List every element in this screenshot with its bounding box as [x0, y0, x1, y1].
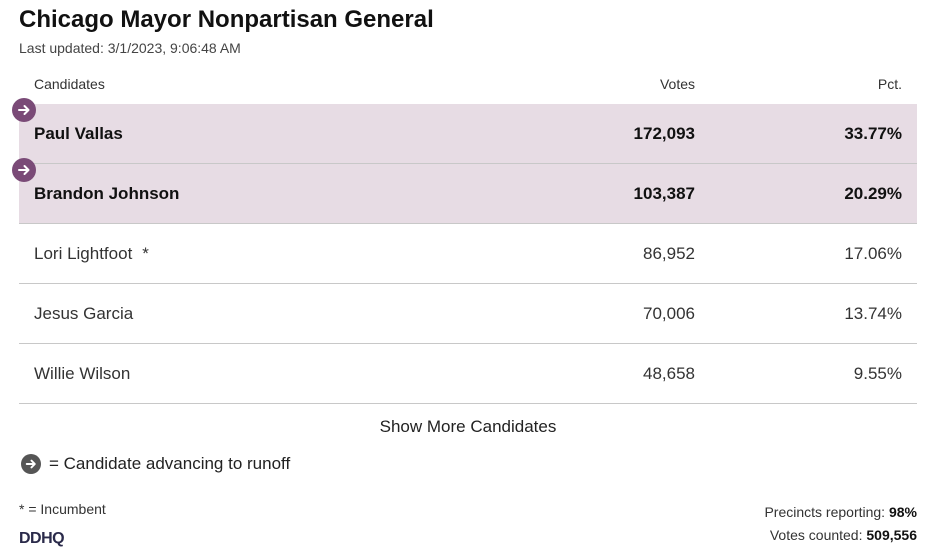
votes-counted: Votes counted: 509,556	[764, 524, 917, 547]
advancing-arrow-icon	[12, 98, 36, 122]
candidate-pct: 9.55%	[853, 364, 902, 383]
candidate-name: Paul Vallas	[34, 124, 123, 143]
precincts-value: 98%	[888, 504, 917, 520]
candidate-pct: 17.06%	[844, 244, 902, 263]
candidate-row: Paul Vallas 172,093 33.77%	[12, 98, 917, 164]
reporting-summary: Precincts reporting: 98% Votes counted: …	[764, 501, 917, 547]
header-candidates: Candidates	[34, 76, 105, 92]
candidate-name: Jesus Garcia	[34, 304, 134, 323]
precincts-label: Precincts reporting:	[764, 504, 886, 520]
candidate-votes: 172,093	[633, 124, 695, 143]
last-updated: Last updated: 3/1/2023, 9:06:48 AM	[19, 40, 241, 56]
candidate-row: Lori Lightfoot * 86,952 17.06%	[19, 224, 917, 284]
header-votes: Votes	[659, 76, 695, 92]
header-pct: Pct.	[877, 76, 902, 92]
votes-counted-value: 509,556	[866, 527, 917, 543]
candidate-name: Lori Lightfoot	[34, 244, 133, 263]
candidate-row: Jesus Garcia 70,006 13.74%	[19, 284, 917, 344]
advancing-arrow-icon	[12, 158, 36, 182]
legend-text: = Candidate advancing to runoff	[49, 454, 291, 473]
candidate-votes: 70,006	[643, 304, 695, 323]
ddhq-logo[interactable]: DDHQ	[19, 530, 65, 548]
candidate-votes: 48,658	[643, 364, 695, 383]
candidate-votes: 86,952	[643, 244, 695, 263]
table-header: Candidates Votes Pct.	[19, 66, 917, 104]
candidate-pct: 20.29%	[844, 184, 902, 203]
race-title: Chicago Mayor Nonpartisan General	[19, 6, 434, 33]
candidate-row: Brandon Johnson 103,387 20.29%	[12, 158, 917, 224]
candidate-name: Brandon Johnson	[34, 184, 180, 203]
candidate-name-wrap: Lori Lightfoot *	[34, 244, 149, 264]
candidate-pct: 33.77%	[844, 124, 902, 143]
arrow-right-circle-icon	[21, 454, 41, 474]
incumbent-note: * = Incumbent	[19, 501, 106, 517]
candidate-name: Willie Wilson	[34, 364, 131, 383]
show-more-candidates-button[interactable]: Show More Candidates	[379, 417, 557, 436]
candidate-pct: 13.74%	[844, 304, 902, 323]
results-table: Candidates Votes Pct. Paul Vallas 172,09…	[12, 66, 917, 404]
precincts-reporting: Precincts reporting: 98%	[764, 501, 917, 524]
candidate-row: Willie Wilson 48,658 9.55%	[19, 344, 917, 404]
votes-counted-label: Votes counted:	[769, 527, 863, 543]
runoff-legend: = Candidate advancing to runoff	[21, 454, 290, 474]
incumbent-marker: *	[142, 244, 149, 263]
logo-text: DDHQ	[19, 530, 65, 547]
candidate-votes: 103,387	[633, 184, 695, 203]
